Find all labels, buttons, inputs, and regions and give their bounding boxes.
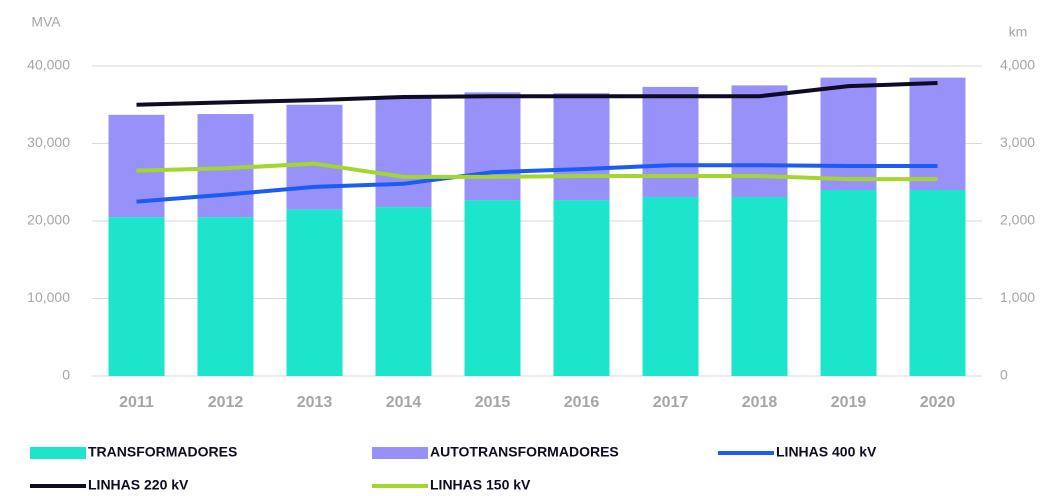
legend-label: LINHAS 400 kV (776, 444, 877, 460)
legend-swatch (372, 447, 428, 459)
legend-swatch (30, 447, 86, 459)
bar (286, 209, 343, 376)
bar (553, 93, 610, 201)
y2-tick-label: 2,000 (1000, 212, 1035, 228)
y-tick-label: 30,000 (27, 134, 70, 150)
line (136, 81, 938, 107)
x-tick-label: 2020 (920, 394, 956, 411)
bar (820, 77, 877, 190)
line (136, 161, 938, 182)
x-tick-label: 2019 (831, 394, 867, 411)
bar (553, 200, 610, 376)
y2-tick-label: 3,000 (1000, 134, 1035, 150)
bar (197, 217, 254, 376)
bar (375, 207, 432, 376)
bar (731, 85, 788, 197)
y2-tick-label: 4,000 (1000, 57, 1035, 73)
x-tick-label: 2018 (742, 394, 778, 411)
y-tick-label: 20,000 (27, 212, 70, 228)
legend-label: LINHAS 220 kV (88, 477, 189, 493)
bar (820, 190, 877, 376)
y-tick-label: 10,000 (27, 289, 70, 305)
y2-axis-label: km (1009, 24, 1028, 40)
y2-tick-label: 1,000 (1000, 289, 1035, 305)
bar (464, 92, 521, 201)
bar (731, 196, 788, 376)
legend-label: LINHAS 150 kV (430, 477, 531, 493)
y-tick-label: 40,000 (27, 57, 70, 73)
x-tick-label: 2017 (653, 394, 689, 411)
y-axis-label: MVA (31, 14, 61, 30)
x-tick-label: 2015 (475, 394, 511, 411)
bar (464, 200, 521, 376)
y2-tick-label: 0 (1000, 367, 1008, 383)
bar (375, 97, 432, 208)
bar (108, 217, 165, 376)
x-tick-label: 2013 (297, 394, 333, 411)
x-tick-label: 2012 (208, 394, 244, 411)
bar (642, 196, 699, 376)
x-tick-label: 2014 (386, 394, 422, 411)
bar (909, 77, 966, 190)
bar (909, 190, 966, 376)
x-tick-label: 2011 (119, 394, 154, 411)
line (136, 163, 938, 204)
bar (286, 104, 343, 210)
legend-label: AUTOTRANSFORMADORES (430, 444, 619, 460)
x-tick-label: 2016 (564, 394, 600, 411)
bar (642, 86, 699, 197)
legend-label: TRANSFORMADORES (88, 444, 237, 460)
y-tick-label: 0 (62, 367, 70, 383)
